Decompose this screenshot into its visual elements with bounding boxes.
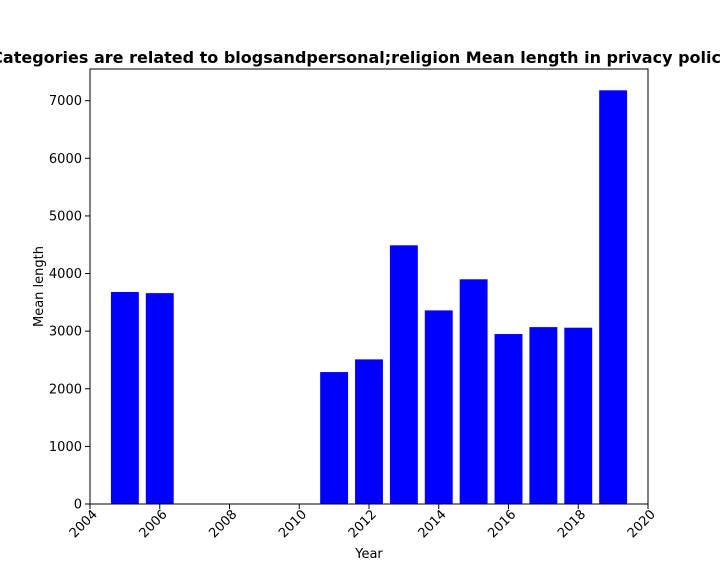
bar-2006 [145, 293, 174, 504]
x-tick-label-2020: 2020 [625, 507, 659, 541]
x-tick-label-2012: 2012 [346, 507, 380, 541]
y-tick-label-3000: 3000 [49, 325, 82, 340]
x-tick-label-2016: 2016 [485, 507, 519, 541]
x-tick-label-2018: 2018 [555, 507, 589, 541]
bar-2011 [320, 372, 349, 504]
bar-2012 [355, 359, 383, 504]
x-tick-label-2010: 2010 [276, 507, 310, 541]
y-axis-label: Mean length [32, 246, 47, 327]
x-ticks-group: 2004 2006 2008 2010 2012 2014 2016 2018 2020 [67, 504, 659, 541]
y-tick-label-6000: 6000 [49, 152, 82, 167]
x-tick-label-2008: 2008 [206, 507, 240, 541]
bar-2017 [529, 327, 558, 504]
plot-frame [89, 68, 649, 505]
bar-2016 [494, 334, 523, 504]
bars-group [110, 90, 628, 505]
chart-title: Categories are related to blogsandperson… [0, 48, 720, 67]
bar-2005 [110, 291, 139, 504]
bar-2015 [459, 279, 488, 504]
x-axis-label: Year [354, 547, 383, 562]
bar-2019 [599, 90, 628, 504]
bar-2013 [389, 245, 418, 505]
y-tick-label-4000: 4000 [49, 267, 82, 282]
y-tick-label-0: 0 [74, 498, 82, 513]
y-tick-label-1000: 1000 [49, 440, 82, 455]
bar-2014 [424, 310, 453, 504]
y-tick-label-7000: 7000 [49, 94, 82, 109]
bar-2018 [564, 327, 593, 504]
x-tick-label-2014: 2014 [416, 507, 450, 541]
y-ticks-group: 0 1000 2000 3000 4000 5000 6000 7000 [49, 94, 90, 513]
y-tick-label-2000: 2000 [49, 382, 82, 397]
x-tick-label-2006: 2006 [137, 507, 171, 541]
y-tick-label-5000: 5000 [49, 209, 82, 224]
x-tick-label-2004: 2004 [67, 507, 101, 541]
